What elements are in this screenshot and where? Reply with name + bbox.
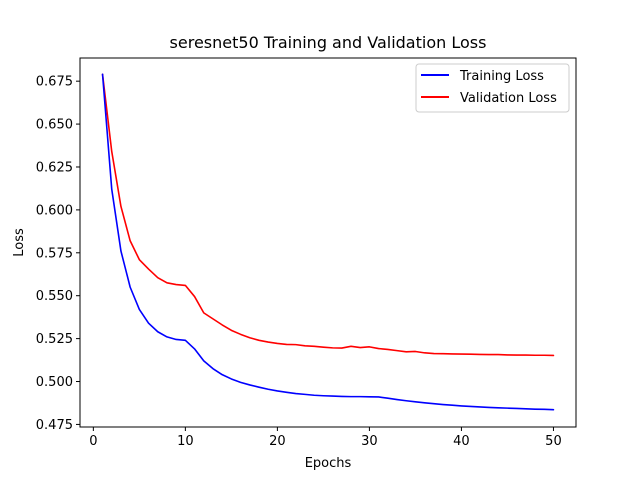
training-loss-line — [101, 73, 555, 411]
x-tick-label: 0 — [89, 434, 97, 449]
validation-loss-line — [101, 73, 555, 357]
legend-box — [415, 63, 570, 113]
y-axis-label: Loss — [12, 228, 27, 257]
series-lines — [101, 73, 555, 411]
y-tick-label: 0.475 — [36, 418, 73, 433]
x-tick-label: 10 — [177, 434, 194, 449]
x-tick-label: 50 — [545, 434, 562, 449]
y-axis-ticks: 0.475 0.500 0.525 0.550 0.575 0.600 0.625 0.650… — [36, 75, 80, 433]
x-tick-label: 30 — [361, 434, 378, 449]
y-tick-label: 0.500 — [36, 375, 73, 390]
x-axis-ticks: 0 10 20 30 40 50 — [89, 427, 562, 449]
legend-label-validation: Validation Loss — [460, 91, 557, 106]
legend-label-training: Training Loss — [459, 69, 544, 84]
chart-title: seresnet50 Training and Validation Loss — [170, 33, 487, 52]
legend: Training Loss Validation Loss — [415, 63, 570, 113]
x-tick-label: 20 — [269, 434, 286, 449]
y-tick-label: 0.625 — [36, 160, 73, 175]
y-tick-label: 0.525 — [36, 332, 73, 347]
y-tick-label: 0.600 — [36, 203, 73, 218]
x-axis-label: Epochs — [305, 456, 352, 471]
y-tick-label: 0.650 — [36, 118, 73, 133]
x-tick-label: 40 — [453, 434, 470, 449]
y-tick-label: 0.575 — [36, 246, 73, 261]
axes-frame — [79, 57, 577, 428]
y-tick-label: 0.550 — [36, 289, 73, 304]
y-tick-label: 0.675 — [36, 75, 73, 90]
